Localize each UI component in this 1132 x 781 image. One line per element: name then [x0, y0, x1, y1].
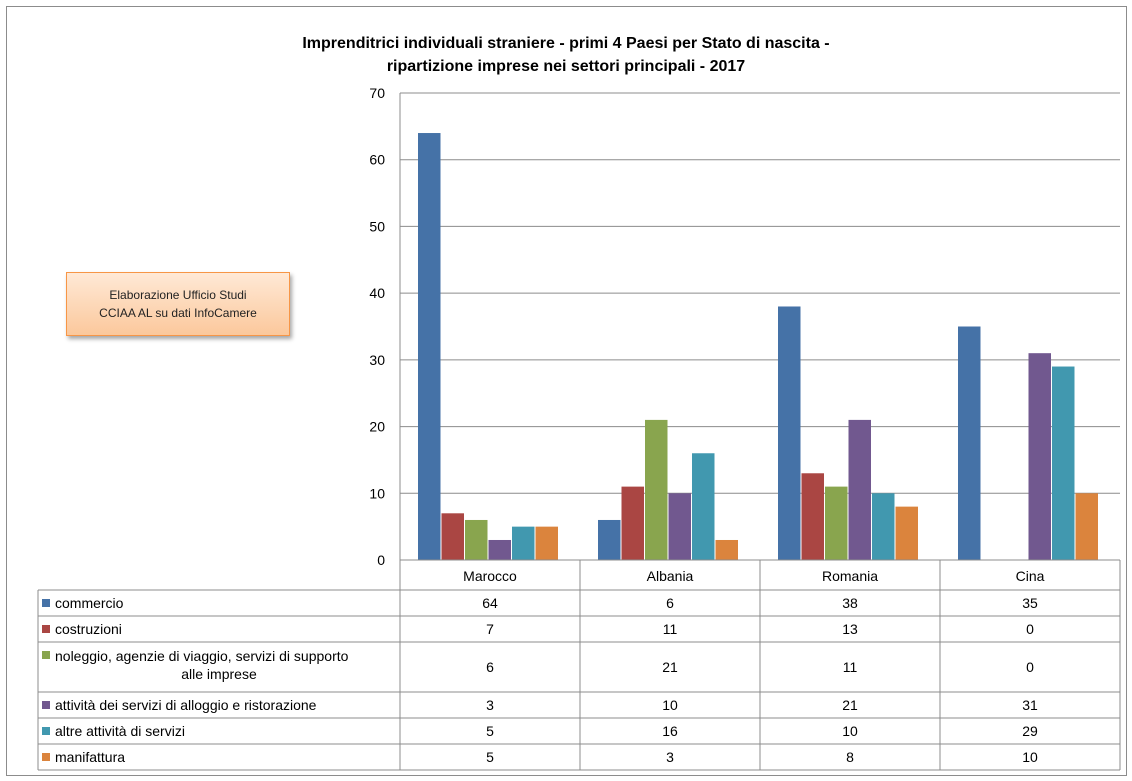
table-value-4-3: 29 [1022, 723, 1038, 739]
bar-4-1 [692, 453, 715, 560]
bar-1-2 [802, 473, 825, 560]
legend-key-0 [42, 599, 50, 607]
bar-2-1 [645, 420, 668, 560]
series-label-0-line-0: commercio [55, 595, 124, 611]
bar-5-1 [716, 540, 739, 560]
table-value-3-1: 10 [662, 697, 678, 713]
table-value-5-0: 5 [486, 749, 494, 765]
category-label-1: Albania [647, 568, 694, 584]
series-label-3-line-0: attività dei servizi di alloggio e risto… [55, 697, 317, 713]
category-label-2: Romania [822, 568, 878, 584]
legend-key-2 [42, 651, 50, 659]
table-value-0-3: 35 [1022, 595, 1038, 611]
y-tick-label-1: 10 [369, 485, 385, 501]
table-value-1-3: 0 [1026, 621, 1034, 637]
table-value-3-2: 21 [842, 697, 858, 713]
legend-key-4 [42, 727, 50, 735]
table-value-5-1: 3 [666, 749, 674, 765]
table-value-3-0: 3 [486, 697, 494, 713]
bar-4-2 [872, 493, 895, 560]
bar-0-3 [958, 327, 981, 561]
table-value-1-2: 13 [842, 621, 858, 637]
bar-0-2 [778, 306, 801, 560]
table-value-0-0: 64 [482, 595, 498, 611]
table-value-2-3: 0 [1026, 659, 1034, 675]
table-value-1-0: 7 [486, 621, 494, 637]
series-label-2-line-1: alle imprese [181, 666, 257, 682]
y-tick-label-7: 70 [369, 85, 385, 101]
table-value-0-1: 6 [666, 595, 674, 611]
series-label-2-line-0: noleggio, agenzie di viaggio, servizi di… [55, 648, 349, 664]
y-tick-label-4: 40 [369, 285, 385, 301]
y-tick-label-0: 0 [377, 552, 385, 568]
y-tick-label-3: 30 [369, 352, 385, 368]
table-value-2-1: 21 [662, 659, 678, 675]
legend-key-5 [42, 753, 50, 761]
table-value-4-2: 10 [842, 723, 858, 739]
bar-3-1 [669, 493, 692, 560]
table-value-0-2: 38 [842, 595, 858, 611]
legend-key-1 [42, 625, 50, 633]
bar-0-1 [598, 520, 621, 560]
y-tick-label-2: 20 [369, 419, 385, 435]
series-label-5-line-0: manifattura [55, 749, 125, 765]
bar-4-3 [1052, 367, 1075, 560]
bar-0-0 [418, 133, 441, 560]
bar-3-2 [849, 420, 872, 560]
bar-4-0 [512, 527, 535, 560]
table-value-5-2: 8 [846, 749, 854, 765]
table-value-4-0: 5 [486, 723, 494, 739]
bar-3-0 [489, 540, 512, 560]
table-value-2-2: 11 [843, 659, 858, 675]
series-label-1-line-0: costruzioni [55, 621, 122, 637]
table-value-1-1: 11 [663, 621, 678, 637]
table-value-3-3: 31 [1022, 697, 1038, 713]
y-tick-label-5: 50 [369, 218, 385, 234]
bar-5-3 [1076, 493, 1099, 560]
category-label-0: Marocco [463, 568, 517, 584]
table-value-4-1: 16 [662, 723, 678, 739]
legend-key-3 [42, 701, 50, 709]
table-value-2-0: 6 [486, 659, 494, 675]
bar-2-2 [825, 487, 848, 560]
category-label-3: Cina [1016, 568, 1045, 584]
bar-2-0 [465, 520, 488, 560]
bar-1-1 [622, 487, 645, 560]
y-tick-label-6: 60 [369, 152, 385, 168]
table-value-5-3: 10 [1022, 749, 1038, 765]
bar-5-0 [536, 527, 559, 560]
bar-1-0 [442, 513, 465, 560]
series-label-4-line-0: altre attività di servizi [55, 723, 185, 739]
bar-3-3 [1029, 353, 1052, 560]
bar-5-2 [896, 507, 919, 560]
